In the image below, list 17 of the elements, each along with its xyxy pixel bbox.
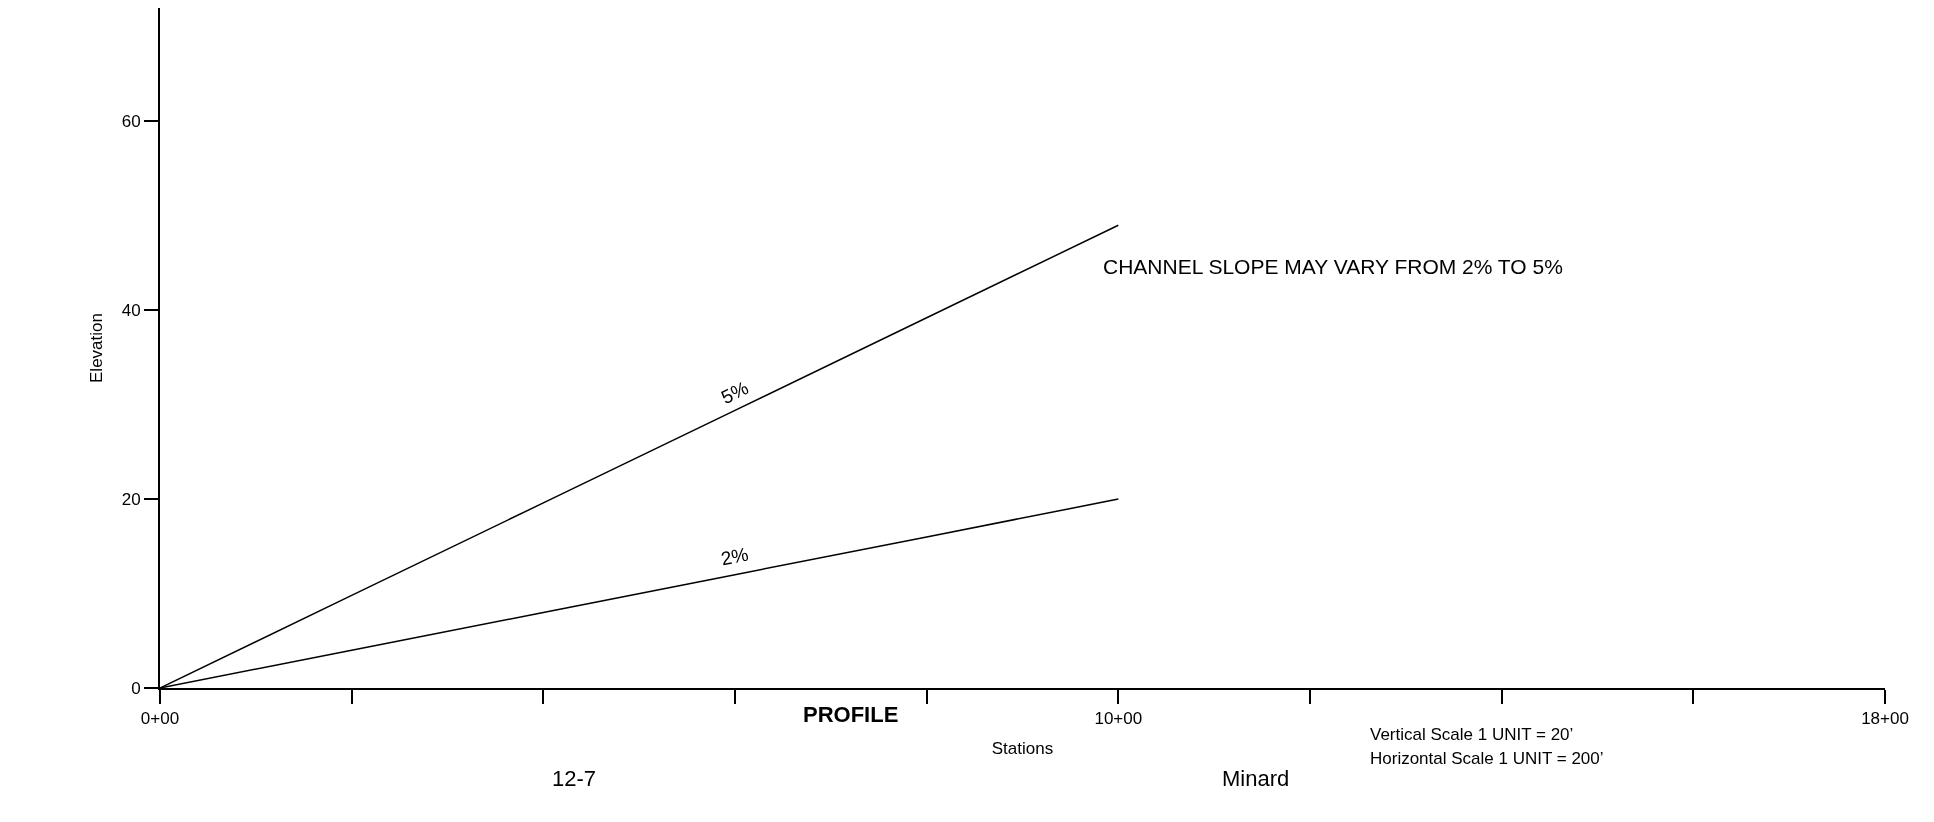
text: 5% (717, 377, 752, 409)
text: Vertical Scale 1 UNIT = 20’ (1370, 725, 1574, 744)
text: Horizontal Scale 1 UNIT = 200’ (1370, 749, 1604, 768)
x-tick-label: 18+00 (1861, 709, 1909, 729)
x-tick-label: 10+00 (1094, 709, 1143, 729)
text: 2% (719, 543, 751, 570)
y-tick-label: 0 (131, 678, 141, 698)
y-tick-label: 40 (121, 301, 141, 321)
y-axis-title: Elevation (86, 313, 106, 383)
x-tick-label: 0+00 (140, 709, 180, 729)
text: PROFILE (803, 702, 899, 727)
annotation: CHANNEL SLOPE MAY VARY FROM 2% TO 5% (1103, 255, 1563, 278)
y-tick-label: 20 (121, 490, 141, 510)
text: 12-7 (552, 766, 597, 791)
y-tick-label: 60 (121, 112, 141, 132)
x-axis-title: Stations (991, 739, 1054, 759)
text: Minard (1222, 766, 1290, 791)
